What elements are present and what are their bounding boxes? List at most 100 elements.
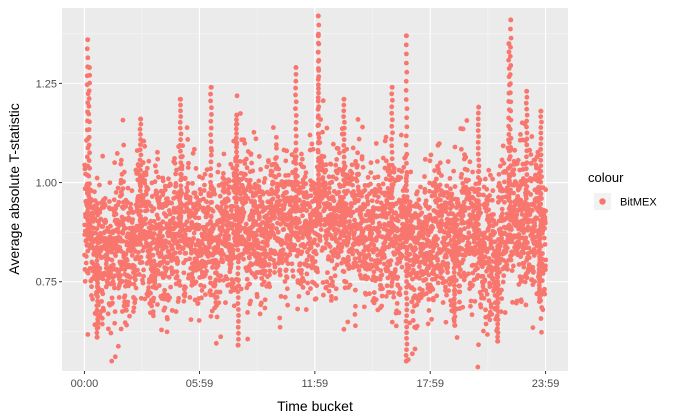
data-point [299,156,305,162]
data-point [403,224,409,230]
data-point [105,311,111,317]
data-point [125,185,131,191]
data-point [430,225,436,230]
data-point [540,307,546,313]
data-point [135,267,140,273]
data-point [196,222,202,228]
data-point [356,267,362,273]
data-point [443,205,449,211]
data-point [475,151,481,157]
data-point [341,154,347,160]
data-point [415,189,420,195]
data-point [300,285,306,290]
data-point [437,182,443,188]
data-point [226,233,232,239]
data-point [142,296,148,302]
data-point [403,142,409,148]
data-point [164,244,169,250]
data-point [447,175,453,181]
data-point [248,298,254,304]
data-point [89,293,94,298]
data-point [115,343,121,349]
data-point [357,258,363,264]
data-point [451,168,457,174]
data-point [125,299,131,305]
data-point [174,269,180,275]
data-point [264,164,270,170]
data-point [293,188,299,194]
data-point [155,216,161,221]
data-point [432,168,437,174]
data-point [95,298,101,304]
data-point [460,180,466,186]
data-point [316,180,322,186]
data-point [293,92,298,98]
data-point [410,309,416,314]
data-point [208,227,214,233]
data-point [264,242,270,248]
data-point [435,280,441,286]
data-point [293,113,299,118]
data-point [283,267,289,273]
data-point [120,117,126,123]
data-point [235,229,241,235]
data-point [524,275,530,281]
data-point [452,256,458,262]
data-point [312,259,318,264]
data-point [383,176,389,182]
data-point [246,236,252,242]
data-point [452,287,458,293]
data-point [135,250,141,255]
data-point [243,221,249,227]
data-point [410,229,416,235]
data-point [508,257,514,263]
data-point [307,235,313,241]
data-point [403,42,409,48]
data-point [346,236,352,242]
data-point [235,342,241,348]
data-point [197,204,203,210]
data-point [270,196,276,202]
data-point [247,281,253,287]
data-point [308,286,313,291]
data-point [486,207,492,213]
data-point [181,298,187,304]
data-point [177,212,183,218]
data-point [475,265,480,271]
data-point [238,111,243,116]
data-point [262,268,268,274]
data-point [468,298,474,304]
data-point [317,233,323,239]
data-point [94,303,100,309]
data-point [255,240,261,246]
data-point [393,210,399,216]
data-point [404,206,410,212]
data-point [178,148,183,154]
data-point [518,299,524,305]
data-point [341,239,347,244]
data-point [443,254,449,260]
data-point [273,142,279,148]
data-point [326,185,332,191]
data-point [510,263,516,269]
data-point [538,217,544,223]
data-point [521,250,526,256]
data-point [404,160,409,166]
data-point [316,66,321,71]
data-point [316,155,321,161]
data-point [87,80,93,86]
data-point [178,154,184,160]
data-point [198,191,204,197]
data-point [476,104,481,110]
data-point [413,246,418,252]
data-point [451,269,457,275]
data-point [276,172,282,178]
data-point [316,135,322,141]
data-point [209,112,214,117]
data-point [221,184,226,190]
data-point [351,209,356,215]
data-point [228,261,234,267]
data-point [429,262,435,268]
data-point [111,197,117,203]
data-point [229,225,235,231]
